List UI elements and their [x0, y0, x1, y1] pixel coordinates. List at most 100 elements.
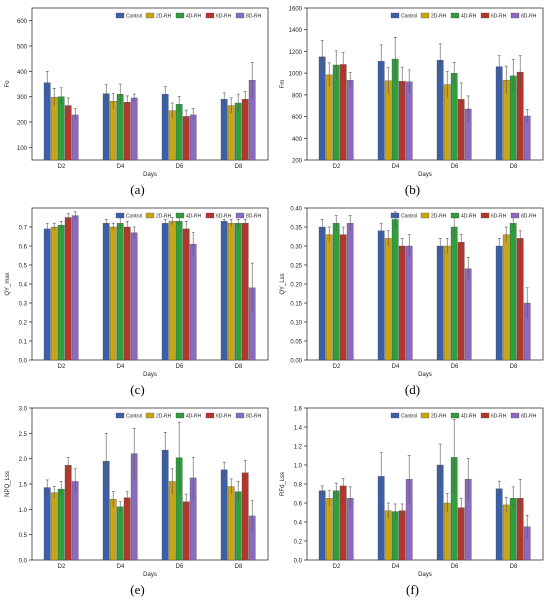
y-tick-label: 0.00 — [290, 359, 302, 365]
legend-label: 6D-RH — [216, 14, 232, 20]
bar — [464, 268, 472, 361]
chart-a-svg: 100 200 300 400 500 600 Fo Days D2 D4 D6 D8 Control 2… — [5, 7, 269, 178]
legend-swatch — [205, 212, 215, 219]
bar — [523, 115, 531, 161]
chart-f-svg: 0.0 0.2 0.4 0.6 0.8 1.0 1.2 1.4 1.6 RFd_Lss Days D2… — [280, 407, 544, 578]
legend-label: Control — [401, 214, 417, 220]
bar — [182, 228, 190, 361]
legend-label: 4D-RH — [461, 214, 477, 220]
legend-swatch — [420, 212, 430, 219]
legend-label: Control — [126, 214, 142, 220]
chart-d-svg: 0.00 0.05 0.10 0.15 0.20 0.25 0.30 0.35 0.40 QY_L… — [280, 207, 544, 378]
bar — [43, 82, 51, 161]
x-tick-label: D4 — [117, 564, 125, 570]
bar — [339, 485, 347, 561]
legend-swatch — [390, 412, 400, 419]
bar — [384, 238, 392, 361]
bar — [495, 66, 503, 161]
legend-swatch — [235, 412, 245, 419]
bar — [502, 234, 510, 361]
bar — [130, 97, 138, 161]
legend-label: 2D-RH — [156, 14, 172, 20]
y-tick-label: 0.4 — [294, 521, 303, 527]
legend-label: Control — [126, 14, 142, 20]
bar — [116, 223, 124, 361]
y-axis-label: NPQ_Lss — [5, 471, 11, 497]
y-tick-label: 300 — [17, 95, 28, 101]
chart-panel-a: 100 200 300 400 500 600 Fo Days D2 D4 D6 D8 Control 2… — [0, 0, 275, 200]
legend-swatch — [145, 212, 155, 219]
legend-swatch — [450, 212, 460, 219]
x-tick-label: D2 — [333, 164, 341, 170]
y-tick-label: 2.5 — [19, 432, 28, 438]
y-tick-label: 1600 — [289, 7, 303, 13]
bar — [57, 96, 65, 161]
x-tick-label: D6 — [451, 564, 459, 570]
bar — [43, 228, 51, 361]
bar — [516, 238, 524, 361]
y-tick-label: 500 — [17, 45, 28, 51]
bar — [64, 217, 72, 361]
legend-swatch — [420, 412, 430, 419]
legend-swatch — [205, 12, 215, 19]
chart-panel-e: 0.0 0.5 1.0 1.5 2.0 2.5 3.0 NPQ_Lss Days D2 D4 D6 D8… — [0, 400, 275, 600]
x-tick-label: D2 — [58, 564, 66, 570]
y-tick-label: 2.0 — [19, 457, 28, 463]
bar — [377, 230, 385, 361]
bar — [189, 114, 197, 161]
x-tick-label: D8 — [510, 364, 518, 370]
x-axis-label: Days — [418, 572, 432, 578]
bar — [109, 226, 117, 361]
y-tick-label: 0.8 — [294, 483, 303, 489]
legend-swatch — [115, 212, 125, 219]
bar — [123, 102, 131, 161]
y-tick-label: 600 — [292, 115, 303, 121]
bar — [509, 223, 517, 361]
legend-swatch — [480, 412, 490, 419]
bar — [332, 223, 340, 361]
legend-swatch — [145, 412, 155, 419]
x-tick-label: D4 — [392, 564, 400, 570]
bar — [220, 221, 228, 361]
bar — [443, 245, 451, 361]
bar — [398, 245, 406, 361]
bar — [227, 223, 235, 361]
legend-label: Control — [401, 414, 417, 420]
legend-swatch — [450, 12, 460, 19]
y-tick-label: 0.30 — [290, 245, 302, 251]
legend-swatch — [480, 212, 490, 219]
bar — [57, 488, 65, 561]
x-tick-label: D8 — [235, 364, 243, 370]
y-tick-label: 0.5 — [19, 533, 28, 539]
bar — [182, 501, 190, 561]
x-tick-label: D6 — [176, 364, 184, 370]
y-tick-label: 0.15 — [290, 302, 302, 308]
legend-label: 4D-RH — [186, 14, 202, 20]
y-tick-label: 0.40 — [290, 207, 302, 213]
bar — [450, 226, 458, 361]
bar — [318, 226, 326, 361]
plot-frame — [31, 7, 269, 161]
x-axis-label: Days — [143, 172, 157, 178]
legend-swatch — [390, 12, 400, 19]
y-tick-label: 1.6 — [294, 407, 303, 413]
legend-label: 2D-RH — [431, 14, 447, 20]
x-tick-label: D2 — [58, 364, 66, 370]
x-tick-label: D8 — [235, 564, 243, 570]
y-axis-label: QY_max — [5, 272, 11, 295]
y-tick-label: 0.05 — [290, 340, 302, 346]
legend-label: 8D-RH — [246, 214, 262, 220]
y-tick-label: 0.2 — [19, 321, 28, 327]
y-tick-label: 0.1 — [19, 340, 28, 346]
x-axis-label: Days — [143, 372, 157, 378]
chart-e-svg: 0.0 0.5 1.0 1.5 2.0 2.5 3.0 NPQ_Lss Days D2 D4 D6 D8… — [5, 407, 269, 578]
y-tick-label: 0.6 — [294, 502, 303, 508]
legend-label: 8D-RH — [521, 14, 537, 20]
bar — [391, 219, 399, 361]
bar — [123, 226, 131, 361]
bar — [339, 234, 347, 361]
legend-swatch — [115, 412, 125, 419]
bar — [325, 498, 333, 561]
bar — [50, 97, 58, 161]
legend-swatch — [175, 412, 185, 419]
